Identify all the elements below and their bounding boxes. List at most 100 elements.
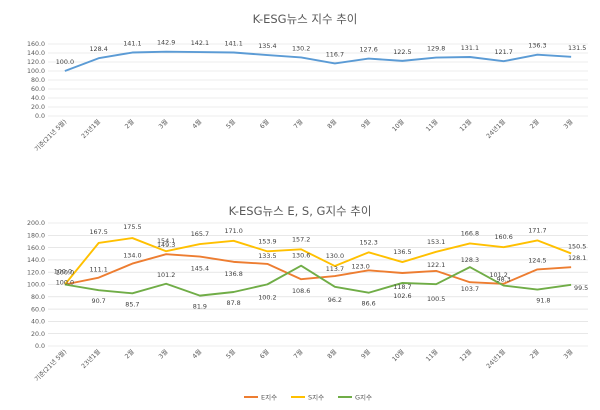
data-label: 111.1 bbox=[89, 266, 107, 274]
x-tick-label: 2월 bbox=[122, 347, 135, 360]
chart-esg-components: K-ESG뉴스 E, S, G지수 추이 0.0 20.0 40.0 60.0 80.0… bbox=[27, 204, 588, 401]
chart2-title: K-ESG뉴스 E, S, G지수 추이 bbox=[229, 204, 372, 218]
data-label: 100.0 bbox=[56, 58, 74, 66]
y-tick-label: 40.0 bbox=[31, 319, 45, 326]
x-tick-label: 10월 bbox=[390, 117, 406, 133]
data-label: 99.5 bbox=[574, 284, 588, 292]
y-tick-label: 20.0 bbox=[31, 104, 45, 111]
chart1-y-ticks: 0.0 20.0 40.0 60.0 80.0 100.0 120.0 140.0 160.0 bbox=[27, 41, 45, 120]
data-label: 122.1 bbox=[427, 261, 445, 269]
x-tick-label: 3월 bbox=[156, 347, 169, 360]
data-label: 100.2 bbox=[258, 293, 276, 301]
y-tick-label: 180.0 bbox=[27, 233, 45, 240]
data-label: 101.2 bbox=[157, 271, 175, 279]
x-tick-label: 4월 bbox=[190, 117, 203, 130]
x-tick-label: 23년1월 bbox=[79, 117, 102, 140]
data-label: 131.5 bbox=[568, 44, 586, 52]
y-tick-label: 40.0 bbox=[31, 95, 45, 102]
data-label: 113.7 bbox=[326, 265, 344, 273]
x-tick-label: 12월 bbox=[457, 117, 473, 133]
data-label: 136.8 bbox=[224, 270, 242, 278]
data-label: 118.7 bbox=[393, 283, 411, 291]
data-label: 100.5 bbox=[427, 295, 445, 303]
chart1-gridlines bbox=[48, 43, 588, 117]
x-tick-label: 2월 bbox=[527, 347, 540, 360]
series-line-0 bbox=[64, 50, 572, 72]
data-label: 141.1 bbox=[224, 40, 242, 48]
data-label: 96.2 bbox=[328, 296, 342, 304]
data-label: 167.5 bbox=[89, 228, 107, 236]
x-tick-label: 24년1월 bbox=[484, 117, 507, 140]
chart2-gridlines bbox=[48, 222, 588, 347]
y-tick-label: 0.0 bbox=[35, 113, 45, 120]
x-tick-label: 23년1월 bbox=[79, 347, 102, 370]
series-line-0 bbox=[64, 253, 572, 286]
data-label: 102.6 bbox=[393, 292, 411, 300]
data-label: 91.8 bbox=[536, 297, 550, 305]
data-label: 153.1 bbox=[427, 238, 445, 246]
data-label: 131.1 bbox=[461, 44, 479, 52]
data-label: 130.0 bbox=[326, 252, 344, 260]
x-tick-label: 기준(21년 5월) bbox=[32, 117, 68, 153]
data-label: 122.5 bbox=[393, 48, 411, 56]
chart-esg-index: K-ESG뉴스 지수 추이 0.0 20.0 40.0 60.0 80.0 100.0 12… bbox=[27, 12, 588, 153]
data-label: 116.7 bbox=[326, 50, 344, 58]
y-tick-label: 20.0 bbox=[31, 331, 45, 338]
data-label: 171.0 bbox=[224, 227, 242, 235]
chart1-title: K-ESG뉴스 지수 추이 bbox=[253, 12, 358, 26]
data-label: 90.7 bbox=[92, 297, 106, 305]
data-label: 136.3 bbox=[528, 42, 546, 50]
legend-label: E지수 bbox=[261, 392, 277, 401]
y-tick-label: 120.0 bbox=[27, 269, 45, 276]
x-tick-label: 9월 bbox=[359, 117, 372, 130]
y-tick-label: 100.0 bbox=[27, 282, 45, 289]
x-tick-label: 8월 bbox=[325, 347, 338, 360]
x-tick-label: 10월 bbox=[390, 347, 406, 363]
data-label: 98.3 bbox=[497, 276, 511, 284]
x-tick-label: 2월 bbox=[527, 117, 540, 130]
data-label: 153.9 bbox=[258, 237, 276, 245]
legend-label: S지수 bbox=[308, 392, 324, 401]
x-tick-label: 4월 bbox=[190, 347, 203, 360]
x-tick-label: 8월 bbox=[325, 117, 338, 130]
data-label: 108.6 bbox=[292, 287, 310, 295]
y-tick-label: 100.0 bbox=[27, 68, 45, 75]
series-line-2 bbox=[64, 264, 572, 297]
y-tick-label: 160.0 bbox=[27, 245, 45, 252]
data-label: 85.7 bbox=[125, 300, 139, 308]
data-label: 129.8 bbox=[427, 45, 445, 53]
chart1-data-labels: 100.0 128.4 141.1 142.9 142.1 141.1 135.4 130.2… bbox=[56, 39, 587, 66]
y-tick-label: 160.0 bbox=[27, 41, 45, 48]
chart2-legend: E지수 S지수 G지수 bbox=[244, 392, 372, 401]
x-tick-label: 12월 bbox=[457, 347, 473, 363]
chart1-series bbox=[64, 50, 572, 72]
data-label: 81.9 bbox=[193, 303, 207, 311]
data-label: 121.7 bbox=[494, 48, 512, 56]
data-label: 141.1 bbox=[123, 40, 141, 48]
chart2-data-labels: 100.0 111.1 134.0 149.3 145.4 136.8 133.5 108.6… bbox=[54, 223, 589, 311]
x-tick-label: 5월 bbox=[224, 117, 237, 130]
y-tick-label: 140.0 bbox=[27, 50, 45, 57]
data-label: 133.5 bbox=[258, 252, 276, 260]
x-tick-label: 3월 bbox=[156, 117, 169, 130]
y-tick-label: 200.0 bbox=[27, 220, 45, 227]
x-tick-label: 11월 bbox=[423, 347, 439, 363]
x-tick-label: 11월 bbox=[423, 117, 439, 133]
data-label: 142.1 bbox=[191, 39, 209, 47]
series-line-1 bbox=[64, 237, 572, 286]
data-label: 149.3 bbox=[157, 241, 175, 249]
data-label: 171.7 bbox=[528, 226, 546, 234]
data-label: 130.2 bbox=[292, 44, 310, 52]
data-label: 154.1 bbox=[157, 237, 175, 245]
x-tick-label: 3월 bbox=[561, 347, 574, 360]
data-label: 100.0 bbox=[56, 269, 74, 277]
data-label: 100.0 bbox=[54, 268, 72, 276]
y-tick-label: 120.0 bbox=[27, 59, 45, 66]
data-label: 135.4 bbox=[258, 42, 276, 50]
y-tick-label: 80.0 bbox=[31, 77, 45, 84]
chart1-x-ticks: 기준(21년 5월) 23년1월 2월 3월 4월 5월 6월 7월 8월 9월 10월 11월 12월… bbox=[32, 117, 575, 153]
data-label: 145.4 bbox=[191, 265, 209, 273]
x-tick-label: 24년1월 bbox=[484, 347, 507, 370]
data-label: 136.5 bbox=[393, 248, 411, 256]
